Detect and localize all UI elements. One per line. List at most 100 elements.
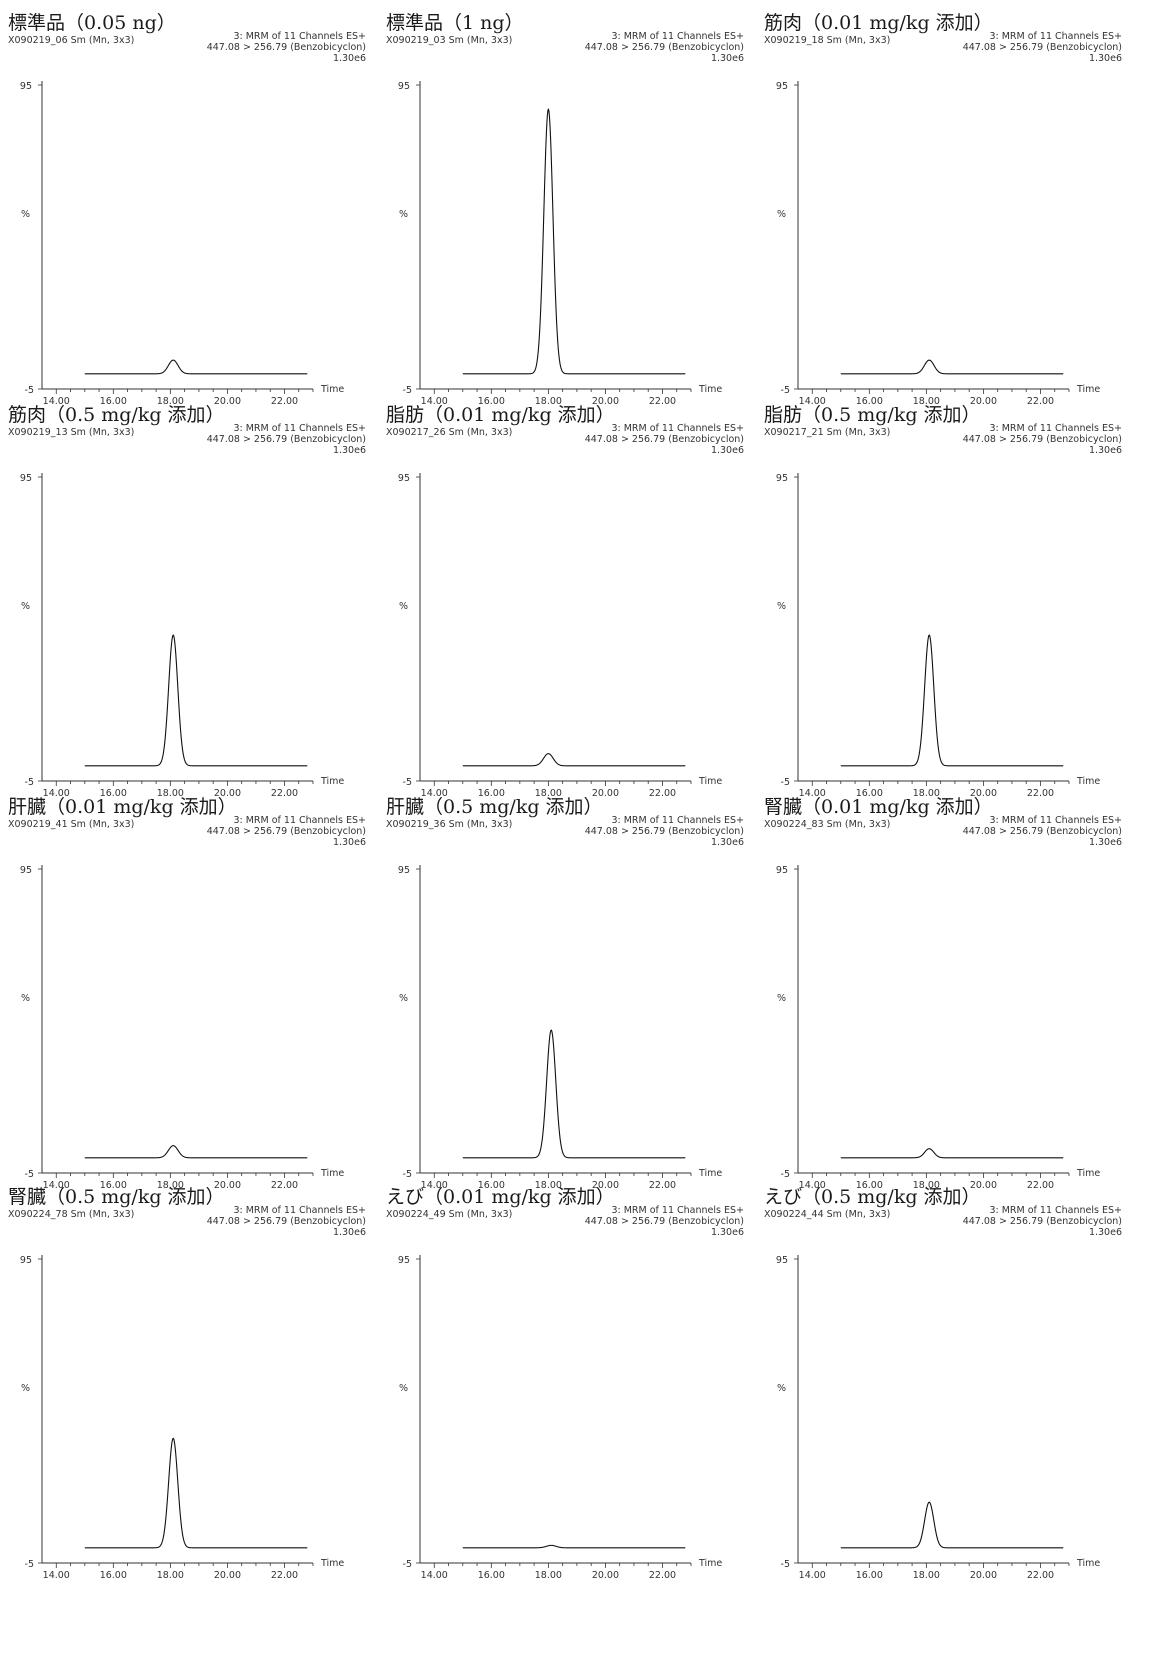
x-tick-label: 16.00: [856, 788, 883, 799]
y-axis-label: %: [399, 993, 408, 1004]
y-axis-label: %: [399, 209, 408, 220]
x-tick-label: 18.00: [157, 788, 184, 799]
panel-title: 腎臓（0.01 mg/kg 添加）: [764, 796, 993, 818]
chromatogram-trace: [840, 634, 1064, 767]
channel-label: 3: MRM of 11 Channels ES+: [989, 1205, 1122, 1216]
chromatogram-plot: 95 -5% 14.00 16.00 18.00 20.00 22.00 Time: [20, 81, 344, 407]
panel-title: 腎臓（0.5 mg/kg 添加）: [8, 1186, 225, 1208]
x-tick-label: 18.00: [535, 1570, 562, 1581]
transition-label: 447.08 > 256.79 (Benzobicyclon): [206, 42, 366, 53]
channel-info: 3: MRM of 11 Channels ES+ 447.08 > 256.79…: [207, 1205, 366, 1238]
chromatogram-trace: [840, 1501, 1064, 1549]
channel-info: 3: MRM of 11 Channels ES+ 447.08 > 256.79…: [585, 423, 744, 456]
sample-file-label: X090224_49 Sm (Mn, 3x3): [386, 1209, 513, 1220]
y-max-label: 95: [398, 865, 410, 876]
y-axis-label: %: [777, 601, 786, 612]
channel-info: 3: MRM of 11 Channels ES+ 447.08 > 256.79…: [963, 815, 1122, 848]
x-tick-label: 16.00: [478, 1570, 505, 1581]
channel-label: 3: MRM of 11 Channels ES+: [233, 423, 366, 434]
panel-title: えび（0.5 mg/kg 添加）: [764, 1186, 981, 1208]
panel-title: 標準品（0.05 ng）: [8, 12, 176, 34]
x-tick-label: 20.00: [214, 1570, 241, 1581]
y-axis-label: %: [21, 993, 30, 1004]
y-min-label: -5: [25, 1169, 34, 1180]
chromatogram-panel: 脂肪（0.01 mg/kg 添加） X090217_26 Sm (Mn, 3x3)…: [386, 400, 756, 810]
y-axis-label: %: [777, 993, 786, 1004]
panel-title: 脂肪（0.01 mg/kg 添加）: [386, 404, 615, 426]
x-tick-label: 18.00: [535, 1180, 562, 1191]
x-axis-label: Time: [320, 1558, 344, 1569]
x-tick-label: 20.00: [214, 1180, 241, 1191]
y-max-label: 95: [20, 1255, 32, 1266]
chromatogram-panel: えび（0.5 mg/kg 添加） X090224_44 Sm (Mn, 3x3) 3…: [764, 1182, 1134, 1592]
y-axis-label: %: [21, 601, 30, 612]
transition-label: 447.08 > 256.79 (Benzobicyclon): [962, 826, 1122, 837]
transition-label: 447.08 > 256.79 (Benzobicyclon): [206, 826, 366, 837]
x-tick-label: 18.00: [157, 1570, 184, 1581]
x-tick-label: 20.00: [592, 788, 619, 799]
chromatogram-plot: 95 -5% 14.00 16.00 18.00 20.00 22.00 Time: [398, 1255, 722, 1581]
x-tick-label: 22.00: [649, 396, 676, 407]
transition-label: 447.08 > 256.79 (Benzobicyclon): [584, 826, 744, 837]
channel-info: 3: MRM of 11 Channels ES+ 447.08 > 256.79…: [963, 31, 1122, 64]
x-tick-label: 14.00: [43, 1570, 70, 1581]
channel-label: 3: MRM of 11 Channels ES+: [233, 31, 366, 42]
chromatogram-panel: えび（0.01 mg/kg 添加） X090224_49 Sm (Mn, 3x3)…: [386, 1182, 756, 1592]
channel-info: 3: MRM of 11 Channels ES+ 447.08 > 256.79…: [207, 815, 366, 848]
y-max-label: 95: [20, 473, 32, 484]
channel-info: 3: MRM of 11 Channels ES+ 447.08 > 256.79…: [207, 31, 366, 64]
x-tick-label: 16.00: [100, 396, 127, 407]
sample-file-label: X090217_26 Sm (Mn, 3x3): [386, 427, 513, 438]
y-min-label: -5: [781, 1169, 790, 1180]
x-tick-label: 14.00: [421, 1570, 448, 1581]
x-axis-label: Time: [1076, 776, 1100, 787]
sample-file-label: X090219_41 Sm (Mn, 3x3): [8, 819, 135, 830]
intensity-label: 1.30e6: [1088, 837, 1122, 848]
y-max-label: 95: [20, 81, 32, 92]
y-max-label: 95: [776, 81, 788, 92]
x-tick-label: 22.00: [1027, 1570, 1054, 1581]
x-tick-label: 14.00: [43, 788, 70, 799]
chromatogram-panel: 腎臓（0.5 mg/kg 添加） X090224_78 Sm (Mn, 3x3) 3…: [8, 1182, 378, 1592]
panel-title: えび（0.01 mg/kg 添加）: [386, 1186, 615, 1208]
channel-info: 3: MRM of 11 Channels ES+ 447.08 > 256.79…: [585, 31, 744, 64]
x-tick-label: 18.00: [913, 788, 940, 799]
y-min-label: -5: [25, 385, 34, 396]
x-axis-label: Time: [698, 776, 722, 787]
sample-file-label: X090224_44 Sm (Mn, 3x3): [764, 1209, 891, 1220]
x-tick-label: 22.00: [649, 1570, 676, 1581]
intensity-label: 1.30e6: [1088, 53, 1122, 64]
x-tick-label: 14.00: [799, 1180, 826, 1191]
x-tick-label: 14.00: [421, 396, 448, 407]
x-tick-label: 14.00: [43, 396, 70, 407]
x-tick-label: 16.00: [478, 396, 505, 407]
intensity-label: 1.30e6: [332, 837, 366, 848]
y-max-label: 95: [398, 1255, 410, 1266]
panel-title: 肝臓（0.01 mg/kg 添加）: [8, 796, 237, 818]
x-tick-label: 16.00: [100, 1570, 127, 1581]
intensity-label: 1.30e6: [710, 1227, 744, 1238]
x-axis-label: Time: [698, 1168, 722, 1179]
y-max-label: 95: [398, 81, 410, 92]
x-tick-label: 14.00: [799, 1570, 826, 1581]
chromatogram-plot: 95 -5% 14.00 16.00 18.00 20.00 22.00 Time: [20, 473, 344, 799]
x-axis-label: Time: [320, 384, 344, 395]
y-axis-label: %: [399, 601, 408, 612]
x-tick-label: 20.00: [970, 1570, 997, 1581]
x-tick-label: 16.00: [478, 1180, 505, 1191]
transition-label: 447.08 > 256.79 (Benzobicyclon): [962, 1216, 1122, 1227]
x-tick-label: 16.00: [856, 396, 883, 407]
channel-label: 3: MRM of 11 Channels ES+: [989, 31, 1122, 42]
y-max-label: 95: [776, 473, 788, 484]
y-min-label: -5: [403, 1559, 412, 1570]
chromatogram-trace: [840, 1148, 1064, 1159]
y-axis-label: %: [21, 209, 30, 220]
intensity-label: 1.30e6: [332, 53, 366, 64]
chromatogram-trace: [84, 1437, 308, 1549]
x-axis-label: Time: [1076, 1168, 1100, 1179]
y-axis-label: %: [777, 209, 786, 220]
y-max-label: 95: [776, 1255, 788, 1266]
transition-label: 447.08 > 256.79 (Benzobicyclon): [584, 42, 744, 53]
chromatogram-plot: 95 -5% 14.00 16.00 18.00 20.00 22.00 Time: [20, 865, 344, 1191]
